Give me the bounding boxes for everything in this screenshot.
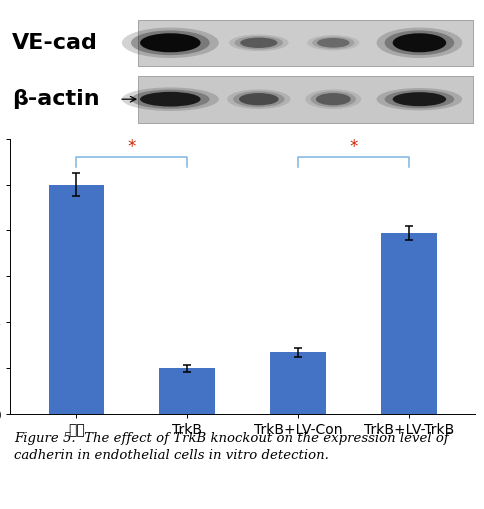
Text: *: * (127, 138, 136, 156)
Ellipse shape (239, 93, 278, 105)
Ellipse shape (233, 91, 284, 107)
Ellipse shape (140, 33, 200, 52)
Bar (48, 185, 104, 414)
Ellipse shape (121, 88, 218, 111)
Text: *: * (348, 138, 357, 156)
Ellipse shape (310, 91, 355, 107)
Bar (380, 233, 436, 414)
Ellipse shape (384, 31, 454, 55)
Ellipse shape (240, 38, 277, 48)
Bar (137, 76, 472, 123)
Ellipse shape (228, 35, 288, 51)
Text: Figure 5.  The effect of TrkB knockout on the expression level of
cadherin in en: Figure 5. The effect of TrkB knockout on… (15, 432, 448, 462)
Ellipse shape (305, 90, 361, 109)
Bar (270, 352, 325, 414)
Ellipse shape (317, 38, 349, 48)
Ellipse shape (234, 36, 283, 49)
Ellipse shape (315, 93, 350, 105)
Ellipse shape (392, 33, 445, 52)
Ellipse shape (392, 92, 445, 106)
Ellipse shape (131, 31, 209, 55)
Bar (137, 20, 472, 66)
Bar (159, 368, 214, 414)
Text: β-actin: β-actin (12, 89, 99, 109)
Ellipse shape (312, 37, 354, 49)
Ellipse shape (121, 27, 218, 58)
Ellipse shape (131, 90, 209, 109)
Ellipse shape (384, 90, 454, 108)
Text: VE-cad: VE-cad (12, 33, 98, 53)
Ellipse shape (306, 35, 359, 50)
Ellipse shape (376, 88, 461, 110)
Ellipse shape (227, 90, 290, 109)
Ellipse shape (376, 27, 461, 58)
Ellipse shape (140, 92, 200, 106)
